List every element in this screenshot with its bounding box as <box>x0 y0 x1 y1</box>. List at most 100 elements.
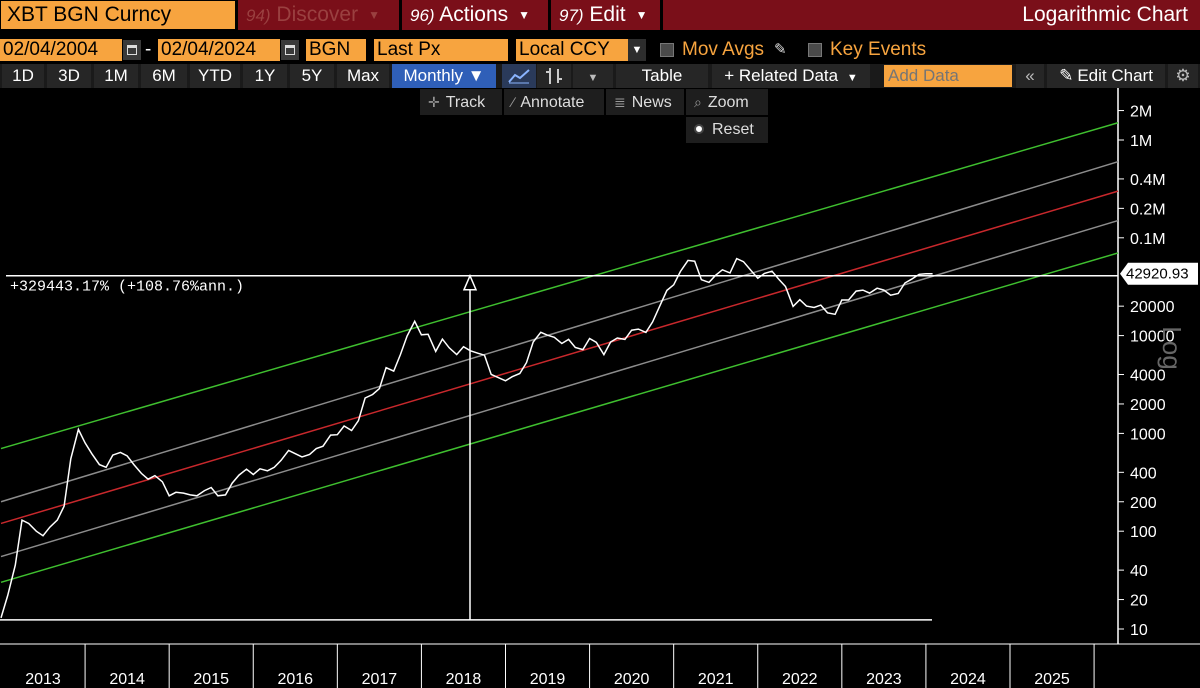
key-events-checkbox[interactable] <box>808 43 822 57</box>
pencil-icon[interactable]: ✎ <box>774 41 787 58</box>
x-tick-label: 2024 <box>950 671 986 688</box>
log-scale-label: Log <box>1157 326 1187 369</box>
edit-label: Edit <box>589 3 626 26</box>
calendar-icon[interactable] <box>123 40 141 60</box>
y-tick-label: 200 <box>1130 495 1157 512</box>
edit-chart-button[interactable]: ✎ Edit Chart <box>1047 64 1165 88</box>
key-events-label[interactable]: Key Events <box>830 39 927 60</box>
reset-label: Reset <box>712 121 754 138</box>
range-3d[interactable]: 3D <box>47 64 91 88</box>
news-button[interactable]: ≣ News <box>606 89 684 115</box>
y-tick-label: 1M <box>1130 133 1152 150</box>
zoom-label: Zoom <box>707 94 749 111</box>
y-tick-label: 20000 <box>1130 299 1175 316</box>
x-tick-label: 2021 <box>698 671 734 688</box>
annotate-button[interactable]: ∕ Annotate <box>504 89 604 115</box>
date-separator: - <box>145 39 152 60</box>
chevron-down-icon: ▼ <box>846 72 858 84</box>
x-tick-label: 2022 <box>782 671 818 688</box>
news-icon: ≣ <box>614 94 626 110</box>
y-tick-label: 1000 <box>1130 426 1166 443</box>
frequency-select[interactable]: Monthly ▼ <box>392 64 496 88</box>
currency-select[interactable]: Local CCY <box>516 39 628 61</box>
related-data-label: + Related Data <box>724 66 839 85</box>
price-field-select[interactable]: Last Px <box>374 39 508 61</box>
start-date-input[interactable]: 02/04/2004 <box>0 39 122 61</box>
y-tick-label: 100 <box>1130 524 1157 541</box>
collapse-icon[interactable]: « <box>1016 64 1044 88</box>
source-field[interactable]: BGN <box>306 39 366 61</box>
range-6m[interactable]: 6M <box>141 64 187 88</box>
y-tick-label: 400 <box>1130 465 1157 482</box>
edit-chart-label: Edit Chart <box>1077 66 1153 85</box>
y-tick-label: 20 <box>1130 593 1148 610</box>
title-row: XBT BGN Curncy 94) Discover ▼ 96) Actions… <box>0 0 1200 30</box>
band-lower-green <box>0 252 1119 584</box>
price-line <box>0 257 933 619</box>
line-chart-icon[interactable] <box>502 64 536 88</box>
band-upper-green <box>0 122 1119 450</box>
y-tick-label: 0.1M <box>1130 231 1166 248</box>
range-ytd[interactable]: YTD <box>190 64 240 88</box>
x-tick-label: 2013 <box>25 671 61 688</box>
discover-label: Discover <box>276 3 359 26</box>
x-tick-label: 2015 <box>193 671 229 688</box>
ticker-field[interactable]: XBT BGN Curncy <box>1 1 235 29</box>
chart-type-dropdown[interactable]: ▼ <box>573 64 613 88</box>
range-toolbar: 1D 3D 1M 6M YTD 1Y 5Y Max Monthly ▼ ▼ Ta… <box>0 64 1200 88</box>
range-1d[interactable]: 1D <box>2 64 44 88</box>
end-date-input[interactable]: 02/04/2024 <box>158 39 280 61</box>
line-tool-icon: ∕ <box>512 94 515 110</box>
reset-icon <box>694 124 704 134</box>
track-label: Track <box>445 94 486 111</box>
band-center-red <box>0 190 1119 525</box>
y-tick-label: 2000 <box>1130 397 1166 414</box>
chevron-down-icon: ▼ <box>368 8 380 22</box>
chevron-down-icon: ▼ <box>587 72 599 84</box>
change-annotation: +329443.17% (+108.76%ann.) <box>10 279 244 296</box>
actions-label: Actions <box>439 3 509 26</box>
calendar-icon[interactable] <box>281 40 299 60</box>
discover-num: 94) <box>246 6 271 25</box>
table-button[interactable]: Table <box>616 64 708 88</box>
magnifier-icon: ⌕ <box>694 94 702 110</box>
actions-menu[interactable]: 96) Actions ▼ <box>402 0 548 30</box>
range-5y[interactable]: 5Y <box>290 64 334 88</box>
controls-row: 02/04/2004 - 02/04/2024 BGN Last Px Loca… <box>0 39 1200 62</box>
regression-bands <box>0 122 1119 584</box>
chevron-down-icon[interactable]: ▼ <box>628 39 646 61</box>
last-value-tag: 42920.93 <box>1120 262 1198 285</box>
last-value-tag-shape <box>1120 262 1198 285</box>
x-tick-label: 2025 <box>1034 671 1070 688</box>
pencil-icon: ✎ <box>1059 66 1074 85</box>
gear-icon[interactable]: ⚙ <box>1168 64 1198 88</box>
price-chart[interactable]: +329443.17% (+108.76%ann.) 2M 1M 0.4M 0.2M 0… <box>0 88 1200 688</box>
edit-menu[interactable]: 97) Edit ▼ <box>551 0 660 30</box>
x-tick-label: 2023 <box>866 671 902 688</box>
x-tick-label: 2019 <box>530 671 566 688</box>
annotate-label: Annotate <box>520 94 585 111</box>
y-axis: 2M 1M 0.4M 0.2M 0.1M 20000 10000 4000 2000 1000 40… <box>1118 104 1175 639</box>
x-tick-label: 2020 <box>614 671 650 688</box>
x-axis: 2013 2014 2015 2016 2017 2018 2019 2020 2021 2022… <box>25 644 1095 688</box>
mov-avgs-checkbox[interactable] <box>660 43 674 57</box>
range-1y[interactable]: 1Y <box>243 64 287 88</box>
x-tick-label: 2016 <box>277 671 313 688</box>
discover-menu[interactable]: 94) Discover ▼ <box>238 0 399 30</box>
last-value-label: 42920.93 <box>1126 266 1189 283</box>
zoom-button[interactable]: ⌕ Zoom <box>686 89 768 115</box>
chevron-down-icon: ▼ <box>518 8 531 22</box>
add-data-input[interactable] <box>884 65 1012 87</box>
related-data-button[interactable]: + Related Data ▼ <box>712 64 870 88</box>
x-tick-label: 2018 <box>446 671 482 688</box>
range-1m[interactable]: 1M <box>94 64 138 88</box>
track-button[interactable]: ✛ Track <box>420 89 502 115</box>
y-tick-label: 2M <box>1130 104 1152 121</box>
reset-button[interactable]: Reset <box>686 117 768 143</box>
bar-chart-icon[interactable] <box>537 64 571 88</box>
chart-grid <box>0 88 1200 645</box>
mov-avgs-label[interactable]: Mov Avgs <box>682 39 765 60</box>
x-tick-label: 2014 <box>109 671 145 688</box>
crosshair-icon: ✛ <box>428 94 440 110</box>
range-max[interactable]: Max <box>337 64 389 88</box>
